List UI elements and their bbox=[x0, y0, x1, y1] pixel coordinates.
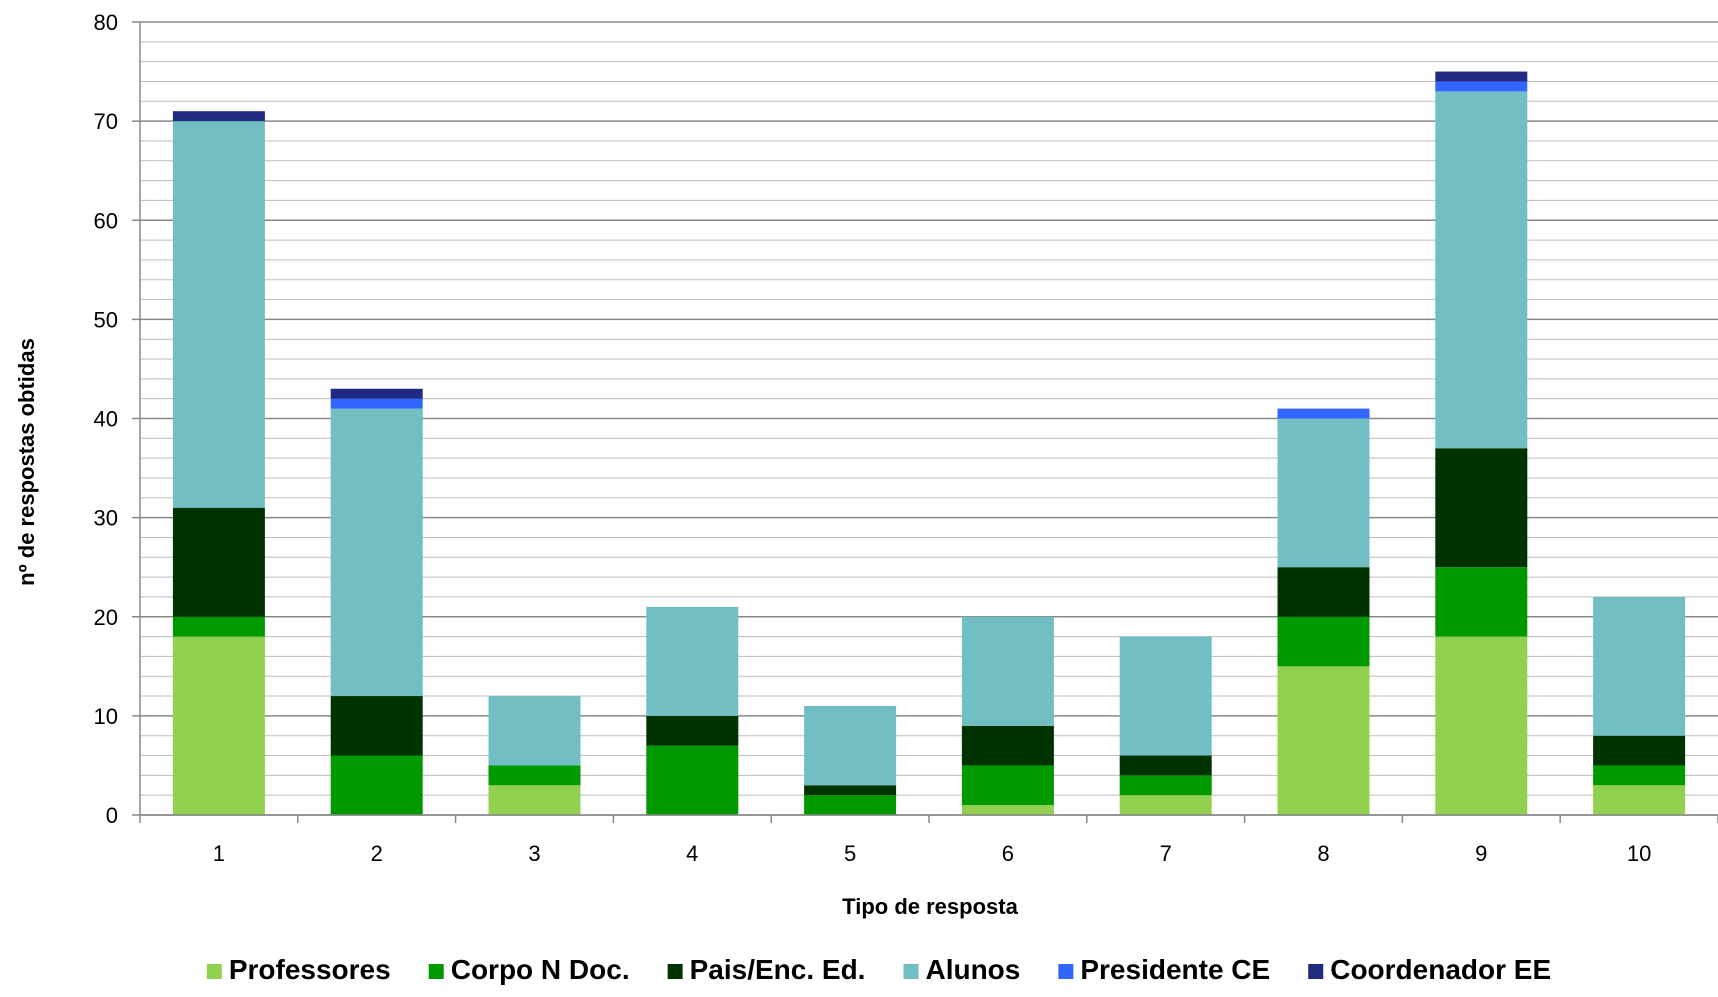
legend-swatch bbox=[428, 964, 444, 979]
y-tick-label: 0 bbox=[106, 803, 118, 828]
bar-segment bbox=[1593, 596, 1686, 736]
bar-segment bbox=[1435, 71, 1528, 82]
legend-swatch bbox=[903, 964, 919, 979]
legend-swatch bbox=[206, 964, 222, 979]
bars bbox=[172, 71, 1686, 815]
bar-segment bbox=[1435, 448, 1528, 568]
legend-item: Coordenador EE bbox=[1308, 954, 1551, 985]
x-tick-label: 6 bbox=[1002, 841, 1014, 866]
bar-segment bbox=[1435, 91, 1528, 449]
bar-segment bbox=[488, 696, 581, 766]
x-axis-title: Tipo de resposta bbox=[842, 894, 1018, 919]
bar-segment bbox=[172, 636, 265, 815]
x-tick-labels: 1 2 3 4 5 6 7 8 9 10 bbox=[213, 841, 1652, 866]
y-tick-label: 60 bbox=[94, 208, 118, 233]
legend-label: Presidente CE bbox=[1080, 954, 1270, 985]
x-tick-label: 5 bbox=[844, 841, 856, 866]
x-tick-label: 1 bbox=[213, 841, 225, 866]
bar-segment bbox=[804, 785, 897, 796]
y-axis-title: nº de respostas obtidas bbox=[14, 338, 39, 586]
bar-segment bbox=[330, 388, 423, 399]
bar-segment bbox=[172, 507, 265, 617]
bar-segment bbox=[1435, 81, 1528, 92]
legend-item: Corpo N Doc. bbox=[428, 954, 630, 985]
bar-segment bbox=[330, 696, 423, 756]
bar-segment bbox=[172, 111, 265, 122]
bar-segment bbox=[330, 755, 423, 815]
legend-item: Alunos bbox=[903, 954, 1020, 985]
bar-segment bbox=[1119, 775, 1212, 796]
legend: Professores Corpo N Doc. Pais/Enc. Ed. Alun… bbox=[206, 954, 1551, 985]
x-tick-label: 7 bbox=[1160, 841, 1172, 866]
legend-label: Coordenador EE bbox=[1330, 954, 1551, 985]
y-tick-label: 40 bbox=[94, 407, 118, 432]
bar-segment bbox=[961, 616, 1054, 726]
legend-label: Pais/Enc. Ed. bbox=[690, 954, 866, 985]
y-tick-labels: 0 10 20 30 40 50 60 70 80 bbox=[94, 10, 118, 828]
x-tick-label: 2 bbox=[371, 841, 383, 866]
x-tick-label: 9 bbox=[1475, 841, 1487, 866]
axes bbox=[132, 21, 1718, 823]
legend-swatch bbox=[1308, 964, 1324, 979]
y-tick-label: 80 bbox=[94, 10, 118, 35]
y-tick-label: 30 bbox=[94, 506, 118, 531]
legend-item: Pais/Enc. Ed. bbox=[667, 954, 866, 985]
legend-item: Presidente CE bbox=[1058, 954, 1270, 985]
legend-item: Professores bbox=[206, 954, 391, 985]
bar-segment bbox=[1435, 636, 1528, 815]
y-tick-label: 50 bbox=[94, 307, 118, 332]
bar-segment bbox=[1277, 666, 1370, 815]
bar-segment bbox=[330, 408, 423, 697]
legend-swatch bbox=[1058, 964, 1074, 979]
bar-segment bbox=[961, 805, 1054, 815]
bar-segment bbox=[1119, 755, 1212, 776]
bar-segment bbox=[961, 765, 1054, 806]
y-tick-label: 70 bbox=[94, 109, 118, 134]
x-tick-label: 3 bbox=[528, 841, 540, 866]
bar-segment bbox=[646, 715, 739, 746]
bar-segment bbox=[330, 398, 423, 409]
legend-label: Professores bbox=[229, 954, 391, 985]
legend-label: Alunos bbox=[925, 954, 1020, 985]
y-tick-label: 10 bbox=[94, 704, 118, 729]
bar-segment bbox=[804, 705, 897, 786]
y-tick-label: 20 bbox=[94, 605, 118, 630]
legend-label: Corpo N Doc. bbox=[451, 954, 630, 985]
bar-segment bbox=[804, 795, 897, 815]
x-tick-label: 10 bbox=[1627, 841, 1651, 866]
x-tick-label: 8 bbox=[1317, 841, 1329, 866]
bar-segment bbox=[1277, 567, 1370, 617]
bar-segment bbox=[1435, 567, 1528, 637]
bar-segment bbox=[488, 765, 581, 786]
bar-segment bbox=[1277, 616, 1370, 667]
bar-segment bbox=[1593, 785, 1686, 815]
bar-segment bbox=[1277, 418, 1370, 568]
bar-segment bbox=[1593, 735, 1686, 766]
bar-segment bbox=[488, 785, 581, 815]
bar-segment bbox=[172, 121, 265, 508]
bar-segment bbox=[1277, 408, 1370, 419]
bar-segment bbox=[1593, 765, 1686, 786]
bar-segment bbox=[1119, 636, 1212, 756]
bar-segment bbox=[172, 616, 265, 637]
x-tick-label: 4 bbox=[686, 841, 698, 866]
bar-segment bbox=[1119, 795, 1212, 815]
bar-segment bbox=[646, 745, 739, 815]
bar-segment bbox=[961, 725, 1054, 766]
legend-swatch bbox=[667, 964, 683, 979]
bar-segment bbox=[646, 606, 739, 716]
